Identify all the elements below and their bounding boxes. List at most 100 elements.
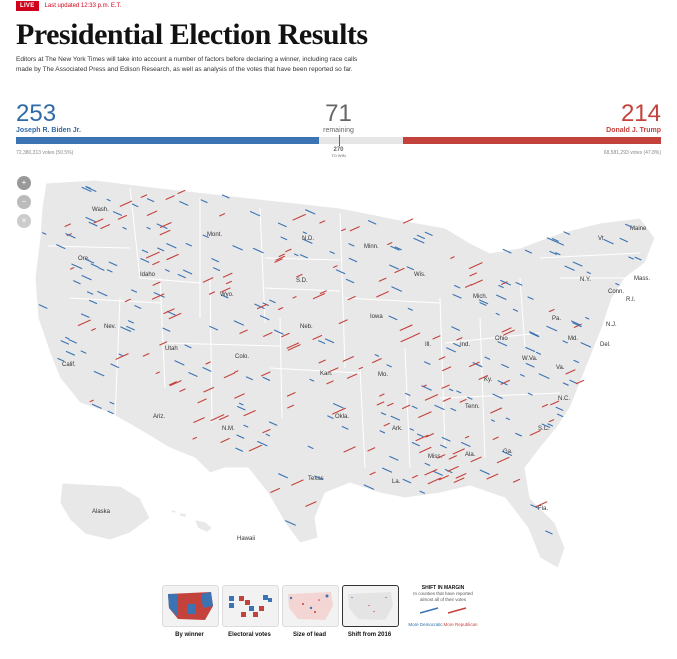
dem-shift-arrow [235, 447, 244, 452]
county-shift-arrows [38, 185, 642, 535]
rep-shift-arrow [401, 404, 411, 410]
dem-shift-arrow [110, 363, 120, 369]
state-label: N.D. [302, 236, 314, 242]
rep-shift-arrow [548, 419, 555, 423]
rep-shift-arrow [400, 335, 415, 343]
dem-shift-arrow [262, 376, 271, 381]
dem-shift-arrow [238, 402, 244, 406]
reset-zoom-icon[interactable]: × [17, 214, 31, 228]
dem-shift-arrow [580, 342, 592, 348]
dem-shift-arrow [80, 350, 87, 354]
rep-shift-arrow [115, 353, 129, 360]
dem-shift-arrow [211, 258, 220, 263]
rep-shift-arrow [432, 335, 441, 340]
dem-shift-arrow [404, 392, 411, 396]
rep-shift-arrow [278, 307, 284, 311]
dem-shift-arrow [65, 350, 75, 356]
dem-shift-arrow [524, 249, 532, 254]
view-electoral-votes-thumbnail [222, 585, 279, 627]
rep-shift-arrow [468, 262, 483, 269]
dem-shift-arrow [479, 469, 490, 475]
dem-shift-arrow [453, 284, 461, 289]
rep-shift-arrow [145, 251, 160, 259]
rep-shift-arrow [155, 371, 160, 375]
view-shift-from-2016[interactable]: Shift from 2016 [342, 585, 399, 638]
dem-shift-arrow [529, 332, 540, 338]
rep-shift-arrow [369, 471, 376, 476]
rep-shift-arrow [152, 261, 160, 266]
state-label: Mich. [473, 294, 488, 300]
dem-shift-arrow [562, 340, 568, 344]
rep-shift-arrow [64, 223, 71, 227]
dem-shift-arrow [555, 241, 564, 246]
rep-shift-arrow [469, 361, 480, 368]
dem-shift-arrow [98, 267, 105, 271]
state-label: Wyo. [220, 292, 234, 298]
rep-shift-arrow [168, 381, 177, 386]
rep-shift-arrow [333, 265, 338, 268]
rep-shift-arrow [478, 375, 488, 380]
view-by-winner[interactable]: By winner [162, 585, 219, 638]
rep-shift-arrow [575, 379, 585, 385]
state-label: Ga. [503, 449, 513, 455]
rep-shift-arrow [459, 398, 467, 403]
rep-shift-arrow [358, 366, 364, 370]
dem-shift-arrow [146, 198, 155, 203]
dem-shift-arrow [327, 415, 334, 419]
dem-shift-arrow [615, 282, 620, 286]
view-size-of-lead[interactable]: Size of lead [282, 585, 339, 638]
rep-shift-arrow [177, 189, 186, 195]
dem-shift-arrow [109, 401, 115, 405]
to-win-label: TO WIN [331, 153, 346, 158]
state-label: Utah [165, 346, 178, 352]
dem-shift-arrow [527, 392, 533, 396]
us-county-shift-map[interactable]: Wash. Ore. Idaho Mont. Wyo. N.D. S.D. Neb. Nev. C… [0, 168, 677, 588]
dem-shift-arrow [440, 444, 447, 449]
rep-shift-arrow [376, 401, 385, 406]
rep-shift-arrow [208, 291, 216, 295]
rep-shift-arrow [319, 290, 327, 295]
dem-shift-arrow [348, 257, 358, 263]
dem-shift-arrow [56, 244, 66, 249]
state-label: Del. [600, 342, 611, 348]
dem-shift-arrow [202, 234, 209, 238]
rep-shift-arrow [159, 341, 168, 346]
view-electoral-votes[interactable]: Electoral votes [222, 585, 279, 638]
rep-shift-arrow [274, 258, 283, 263]
electoral-tally: 253 71 214 Joseph R. Biden Jr. remaining… [16, 100, 661, 162]
state-label: Iowa [370, 314, 383, 320]
dem-shift-arrow [391, 286, 403, 292]
dem-shift-arrow [106, 198, 111, 202]
dem-shift-arrow [200, 199, 208, 204]
dem-shift-arrow [572, 261, 583, 267]
zoom-out-icon[interactable]: − [17, 195, 31, 209]
rep-shift-arrow [413, 332, 421, 337]
dem-shift-arrow [460, 441, 471, 447]
rep-shift-arrow [338, 319, 348, 325]
rep-shift-arrow [69, 267, 75, 270]
dem-shift-arrow [141, 249, 149, 254]
dem-shift-arrow [525, 362, 535, 368]
rep-shift-arrow [77, 319, 91, 327]
state-label: Maine [630, 226, 647, 232]
rep-shift-arrow [225, 280, 232, 285]
dem-shift-arrow [411, 405, 418, 409]
dem-shift-arrow [563, 231, 571, 235]
rep-shift-arrow [220, 437, 230, 443]
rep-shift-arrow [305, 501, 317, 507]
dem-shift-arrow [237, 405, 246, 411]
us-landmass [34, 179, 656, 569]
dem-shift-arrow [519, 373, 525, 377]
dem-shift-arrow [91, 403, 102, 409]
dem-shift-arrow [278, 473, 288, 479]
dem-shift-arrow [512, 308, 519, 312]
rep-shift-arrow [219, 213, 226, 217]
rep-shift-arrow [450, 256, 455, 259]
state-label: Ill. [425, 342, 431, 348]
dem-shift-arrow [140, 258, 150, 263]
state-label: Mass. [634, 276, 650, 282]
zoom-in-icon[interactable]: + [17, 176, 31, 190]
dem-shift-arrow [367, 220, 377, 225]
state-label: Ind. [460, 342, 470, 348]
dem-shift-arrow [547, 423, 553, 427]
